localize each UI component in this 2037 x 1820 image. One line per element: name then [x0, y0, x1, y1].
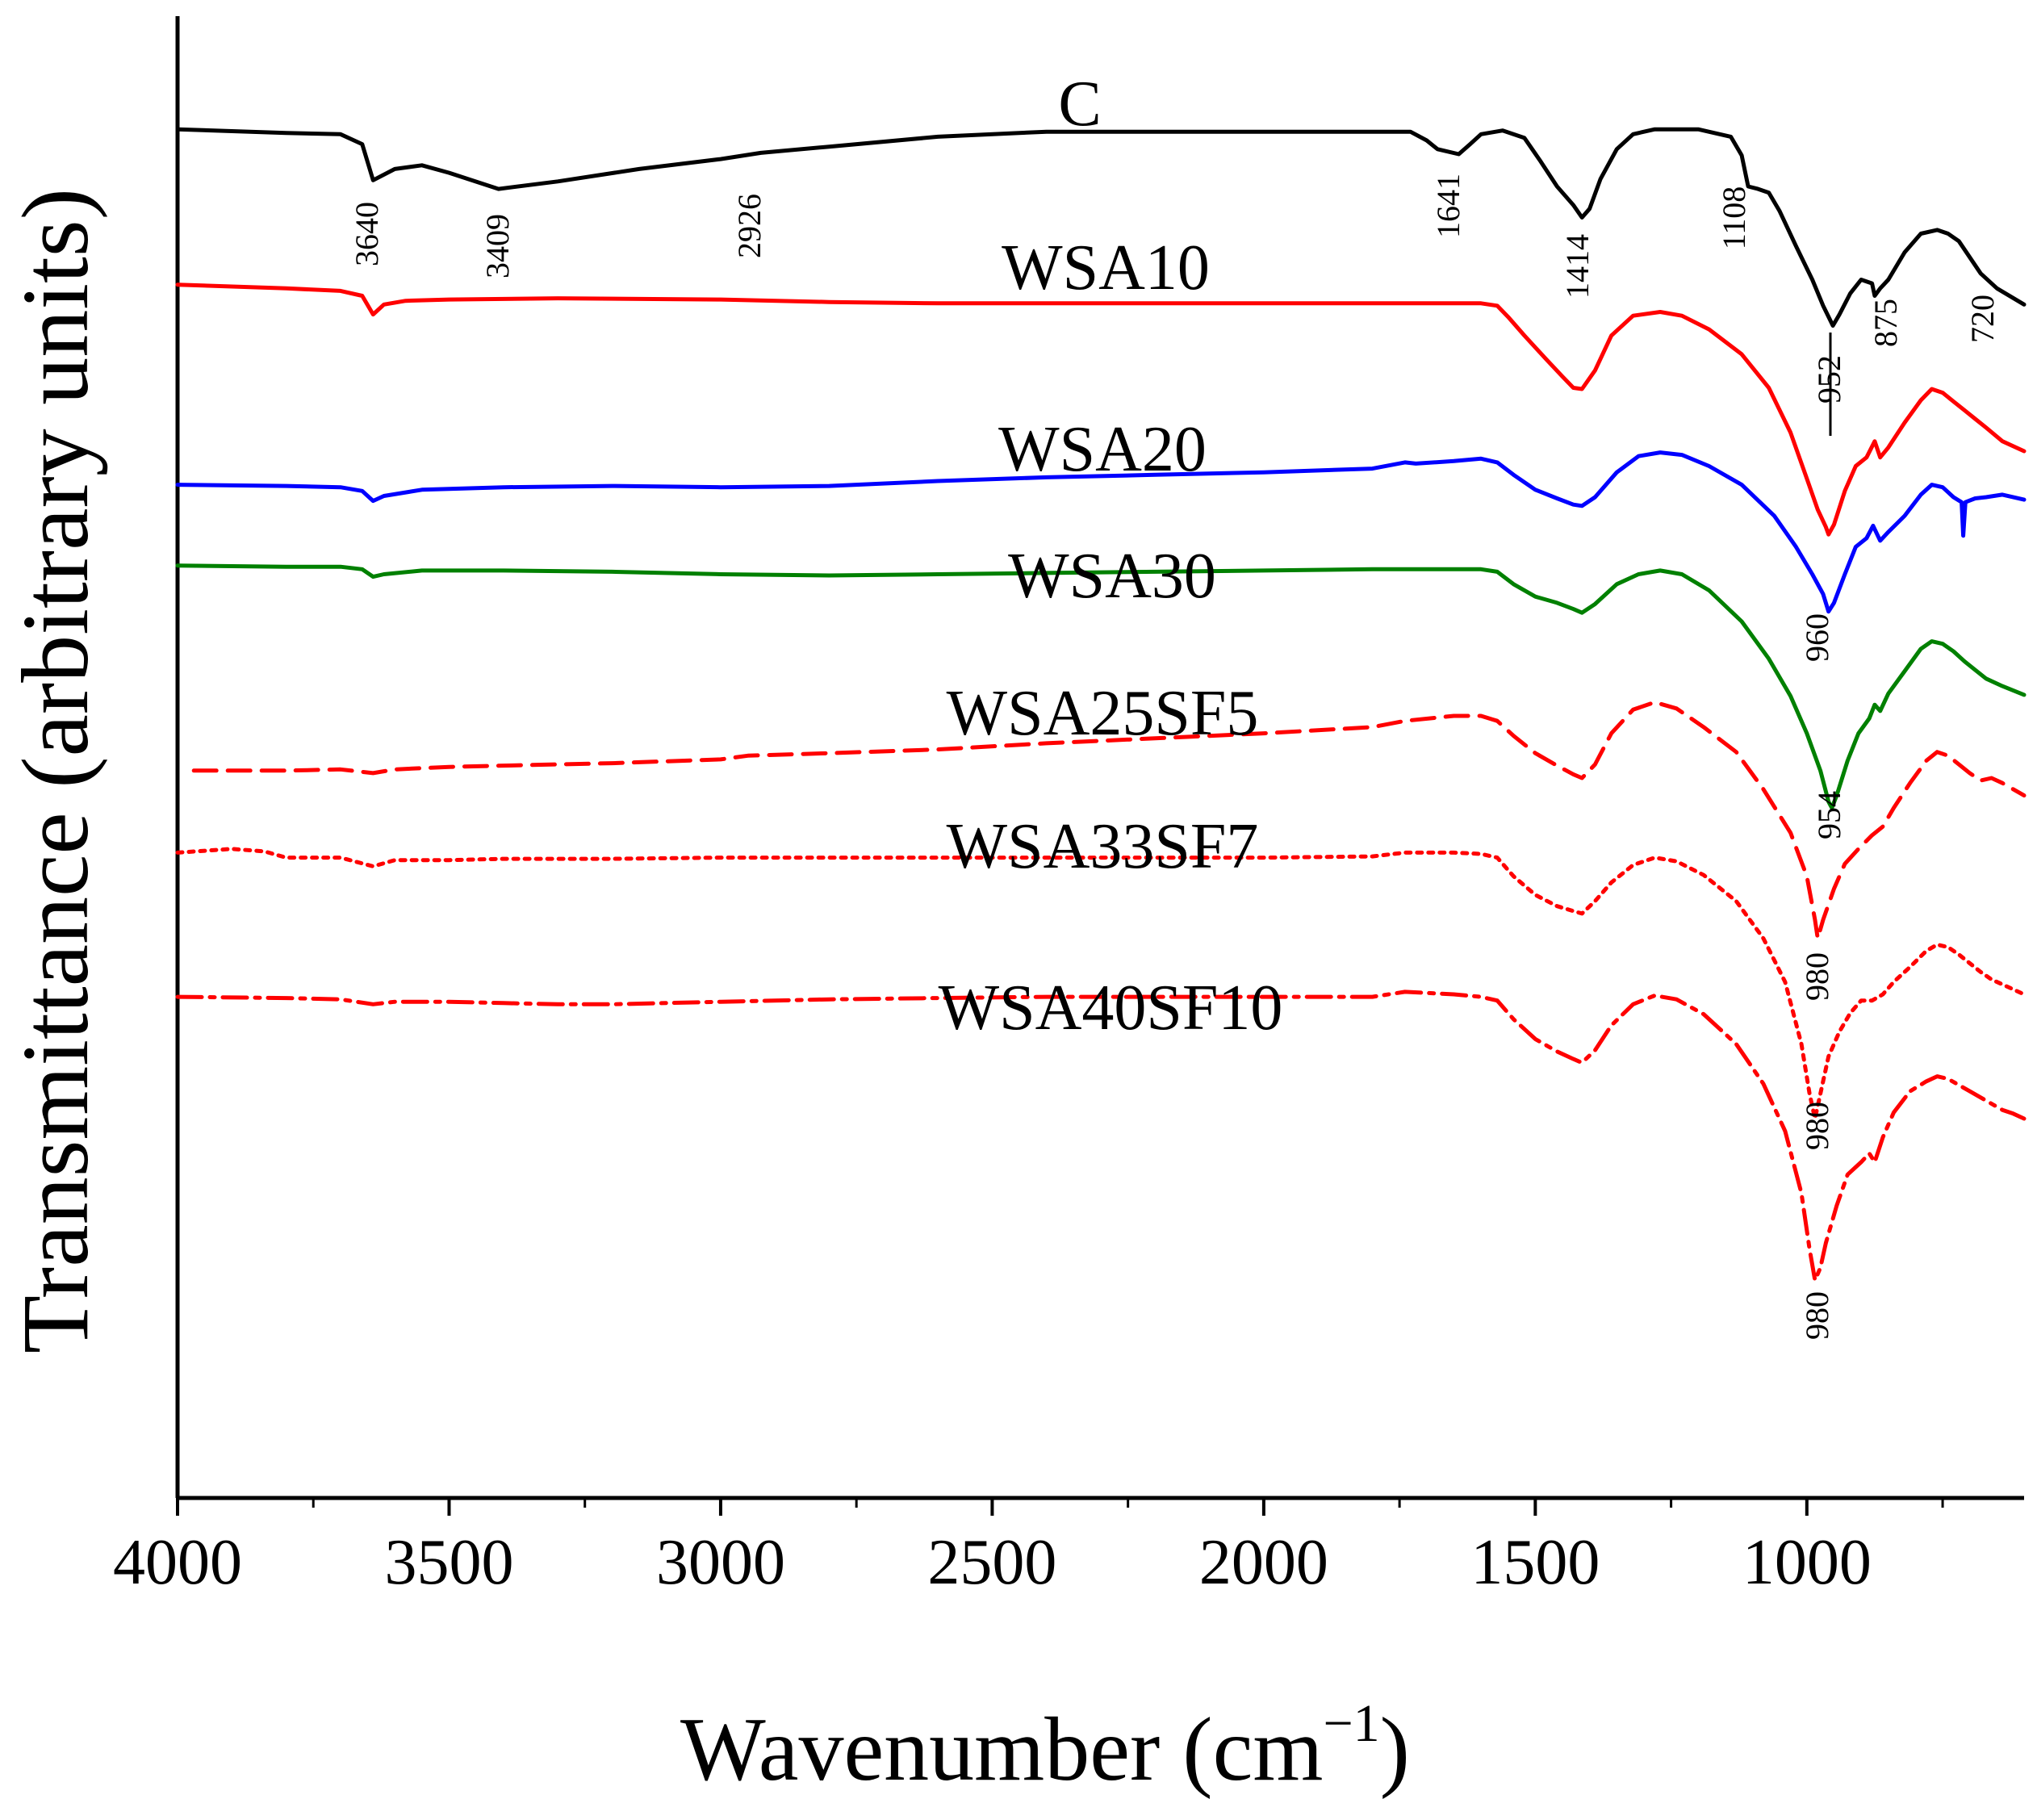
series-label-wsa25sf5: WSA25SF5: [947, 678, 1259, 749]
series-line-wsa10: [175, 282, 2027, 537]
peak-label-980: 980: [1799, 1102, 1835, 1150]
peak-label-980: 980: [1799, 1291, 1835, 1340]
y-axis-title: Transmittance (arbitrary units): [2, 188, 108, 1353]
series-label-wsa10: WSA10: [1002, 232, 1210, 303]
peak-label-2926: 2926: [731, 194, 768, 258]
x-tick-label-1000: 1000: [1742, 1527, 1872, 1598]
series-label-wsa30: WSA30: [1008, 541, 1216, 612]
x-tick-label-4000: 4000: [113, 1527, 242, 1598]
series-label-wsa40sf10: WSA40SF10: [939, 973, 1283, 1044]
x-tick-label-3000: 3000: [656, 1527, 785, 1598]
x-axis-title-close: ): [1380, 1700, 1410, 1800]
series-group: [175, 127, 2027, 1282]
x-axis-title: Wavenumber (cm−1): [680, 1694, 1410, 1800]
x-axis-title-main: Wavenumber (cm: [680, 1700, 1323, 1800]
peak-annotations: 3640340929261641141411089528757209609549…: [349, 174, 2001, 1340]
x-tick-label-2500: 2500: [927, 1527, 1056, 1598]
peak-label-960: 960: [1799, 613, 1835, 662]
peak-label-1414: 1414: [1559, 234, 1596, 299]
x-tick-label-2000: 2000: [1199, 1527, 1328, 1598]
series-line-c: [175, 127, 2027, 328]
series-line-wsa20: [175, 450, 2027, 614]
peak-label-3640: 3640: [349, 202, 385, 266]
peak-label-954: 954: [1811, 791, 1847, 839]
series-label-c: C: [1058, 69, 1101, 140]
peak-label-720: 720: [1964, 295, 2001, 343]
x-ticks: 4000 3500 3000 2500 2000 1500 1000: [113, 1498, 1944, 1598]
x-tick-label-1500: 1500: [1470, 1527, 1600, 1598]
series-line-wsa25sf5: [191, 700, 2027, 941]
x-tick-label-3500: 3500: [384, 1527, 513, 1598]
series-label-wsa33sf7: WSA33SF7: [947, 811, 1259, 882]
peak-label-980: 980: [1799, 952, 1835, 1001]
peak-label-3409: 3409: [479, 214, 516, 278]
peak-label-875: 875: [1868, 299, 1904, 347]
series-label-wsa20: WSA20: [998, 414, 1207, 485]
x-axis-title-sup: −1: [1323, 1694, 1379, 1753]
series-labels: C WSA10 WSA20 WSA30 WSA25SF5 WSA33SF7 WSA40SF1…: [939, 69, 1283, 1044]
series-line-wsa30: [175, 563, 2027, 810]
peak-label-1108: 1108: [1716, 186, 1752, 250]
series-line-wsa33sf7: [175, 847, 2027, 1121]
peak-label-1641: 1641: [1430, 174, 1466, 238]
series-line-wsa40sf10: [175, 989, 2027, 1282]
